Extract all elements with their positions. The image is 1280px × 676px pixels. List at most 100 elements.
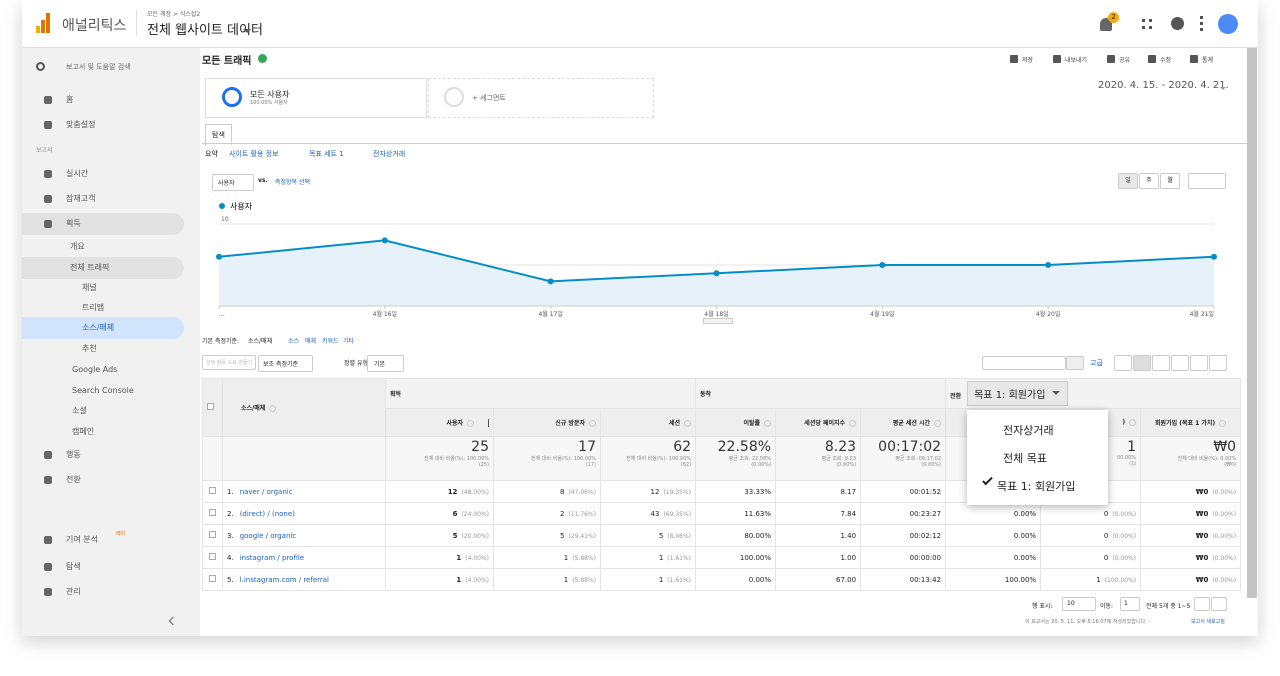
source-link[interactable]: naver / organic (239, 487, 293, 496)
source-link[interactable]: instagram / profile (239, 553, 305, 562)
period-button[interactable]: 일 (1118, 173, 1138, 189)
dimension-option[interactable]: 매체 (305, 338, 317, 345)
view-button[interactable] (1133, 355, 1151, 371)
cell: 5 (20.00%) (385, 524, 494, 547)
search-button[interactable] (1066, 356, 1084, 370)
cell-percent: (4.00%) (465, 554, 489, 562)
add-segment[interactable]: + 세그먼트 (472, 94, 506, 102)
sidebar-search[interactable]: 보고서 및 도움말 검색 (66, 63, 131, 71)
checkbox[interactable] (209, 553, 216, 560)
advanced[interactable]: 고급 (1090, 359, 1103, 367)
secondary-dimension[interactable]: 보조 측정기준 (258, 355, 314, 372)
goal-option[interactable]: 전체 목표 (1003, 452, 1047, 465)
metric-picker[interactable]: 측정항목 선택 (275, 179, 311, 186)
view-button[interactable] (1152, 355, 1170, 371)
checkbox[interactable] (209, 509, 216, 516)
subtab[interactable]: 요약 (205, 150, 218, 158)
action[interactable]: 저장 (1022, 57, 1034, 64)
goal-option[interactable]: 목표 1: 회원가입 (997, 480, 1076, 493)
nav-item[interactable]: 전환 (22, 469, 184, 491)
subtab[interactable]: 사이트 활용 정보 (229, 150, 279, 158)
nav-item[interactable]: 실시간 (22, 163, 184, 185)
cell: 5 (29.41%) (493, 524, 601, 547)
sort-type[interactable]: 기본 (367, 355, 405, 372)
group-cell: 획득 (384, 378, 697, 409)
chart-type[interactable] (1188, 173, 1226, 189)
nav-item[interactable]: 탐색 (22, 556, 184, 578)
period-button[interactable]: 주 (1139, 173, 1159, 189)
segment-card[interactable] (205, 78, 427, 118)
action[interactable]: 통계 (1202, 57, 1214, 64)
nav-item[interactable]: 맞춤설정 (22, 114, 184, 136)
nav-item[interactable]: 소셜 (22, 400, 184, 422)
nav-item[interactable]: 채널 (22, 277, 184, 299)
checkbox[interactable] (207, 403, 214, 410)
more[interactable] (1200, 16, 1203, 31)
scrollbar[interactable] (1247, 48, 1257, 598)
source-link[interactable]: (direct) / (none) (239, 509, 295, 518)
action-icon[interactable] (1190, 55, 1198, 63)
table-search[interactable] (982, 356, 1066, 370)
refresh-link[interactable]: 보고서 새로고침 (1191, 619, 1225, 625)
dimension-option[interactable]: 키워드 (322, 338, 339, 345)
nav-item[interactable]: Search Console (22, 380, 184, 402)
cell-value: 00:01:52 (909, 487, 942, 496)
source-link[interactable]: google / organic (239, 531, 297, 540)
avatar[interactable] (1218, 14, 1238, 34)
nav-item[interactable]: 관리 (22, 581, 184, 603)
apps[interactable] (1142, 19, 1152, 29)
nav-item[interactable]: Google Ads (22, 359, 184, 381)
checkbox[interactable] (209, 531, 216, 538)
breadcrumb[interactable]: 모든 계정 > 식스샵2 (147, 11, 201, 18)
next[interactable] (1211, 597, 1227, 611)
action-icon[interactable] (1148, 55, 1156, 63)
subtab[interactable]: 전자상거래 (373, 150, 406, 158)
nav-item[interactable]: 캠페인 (22, 421, 184, 443)
nav-item[interactable]: 행동 (22, 444, 184, 466)
help[interactable] (1171, 17, 1184, 30)
action-icon[interactable] (1107, 55, 1115, 63)
checkbox[interactable] (209, 487, 216, 494)
rows-select[interactable]: 10 (1062, 597, 1096, 611)
collapse[interactable] (168, 616, 178, 626)
prev[interactable] (1194, 597, 1210, 611)
source-link[interactable]: l.instagram.com / referral (239, 575, 330, 584)
subtab[interactable]: 목표 세트 1 (309, 150, 344, 158)
date-range[interactable]: 2020. 4. 15. - 2020. 4. 21. (1098, 80, 1229, 91)
property-selector[interactable]: 전체 웹사이트 데이터 (147, 23, 263, 38)
cell: 7.84 (775, 502, 862, 525)
metric-select[interactable]: 사용자 (212, 174, 254, 191)
nav-item[interactable]: 개요 (22, 236, 184, 258)
nav-item[interactable]: 획득 (22, 213, 184, 235)
segment-card[interactable] (428, 78, 654, 118)
nav-item[interactable]: 소스/매체 (22, 317, 184, 339)
page-input[interactable]: 1 (1120, 597, 1140, 611)
tab[interactable]: 탐색 (205, 124, 232, 145)
nav-item[interactable]: 전체 트래픽 (22, 257, 184, 279)
period-button[interactable]: 월 (1160, 173, 1180, 189)
total-cell: ₩0 전체 대비 비율(%): 0.00% (₩0) (1140, 436, 1242, 481)
goal-option[interactable]: 전자상거래 (1003, 424, 1054, 437)
view-button[interactable] (1171, 355, 1189, 371)
view-button[interactable] (1114, 355, 1132, 371)
nav-item[interactable]: 추천 (22, 338, 184, 360)
checkbox[interactable] (209, 575, 216, 582)
view-button[interactable] (1190, 355, 1208, 371)
nav-item[interactable]: 홈 (22, 89, 184, 111)
action[interactable]: 내보내기 (1065, 57, 1088, 64)
x-tick-label: 4월 18일 (704, 310, 728, 318)
action[interactable]: 수정 (1160, 57, 1172, 64)
action-icon[interactable] (1053, 55, 1061, 63)
cell-percent: (100.00%) (1104, 576, 1137, 584)
action[interactable]: 공유 (1119, 57, 1131, 64)
chart-toggle[interactable] (703, 318, 733, 324)
nav-item[interactable]: 기여 분석 (22, 529, 184, 551)
dimension-option[interactable]: 소스 (288, 338, 300, 345)
cell-value: 0.00% (748, 575, 772, 584)
nav-item[interactable]: 트리맵 (22, 297, 184, 319)
nav-item[interactable]: 잠재고객 (22, 188, 184, 210)
dimension-option[interactable]: 기타 (343, 338, 355, 345)
action-icon[interactable] (1010, 55, 1018, 63)
goal-selector[interactable]: 목표 1: 회원가입 (967, 381, 1069, 406)
view-button[interactable] (1209, 355, 1227, 371)
